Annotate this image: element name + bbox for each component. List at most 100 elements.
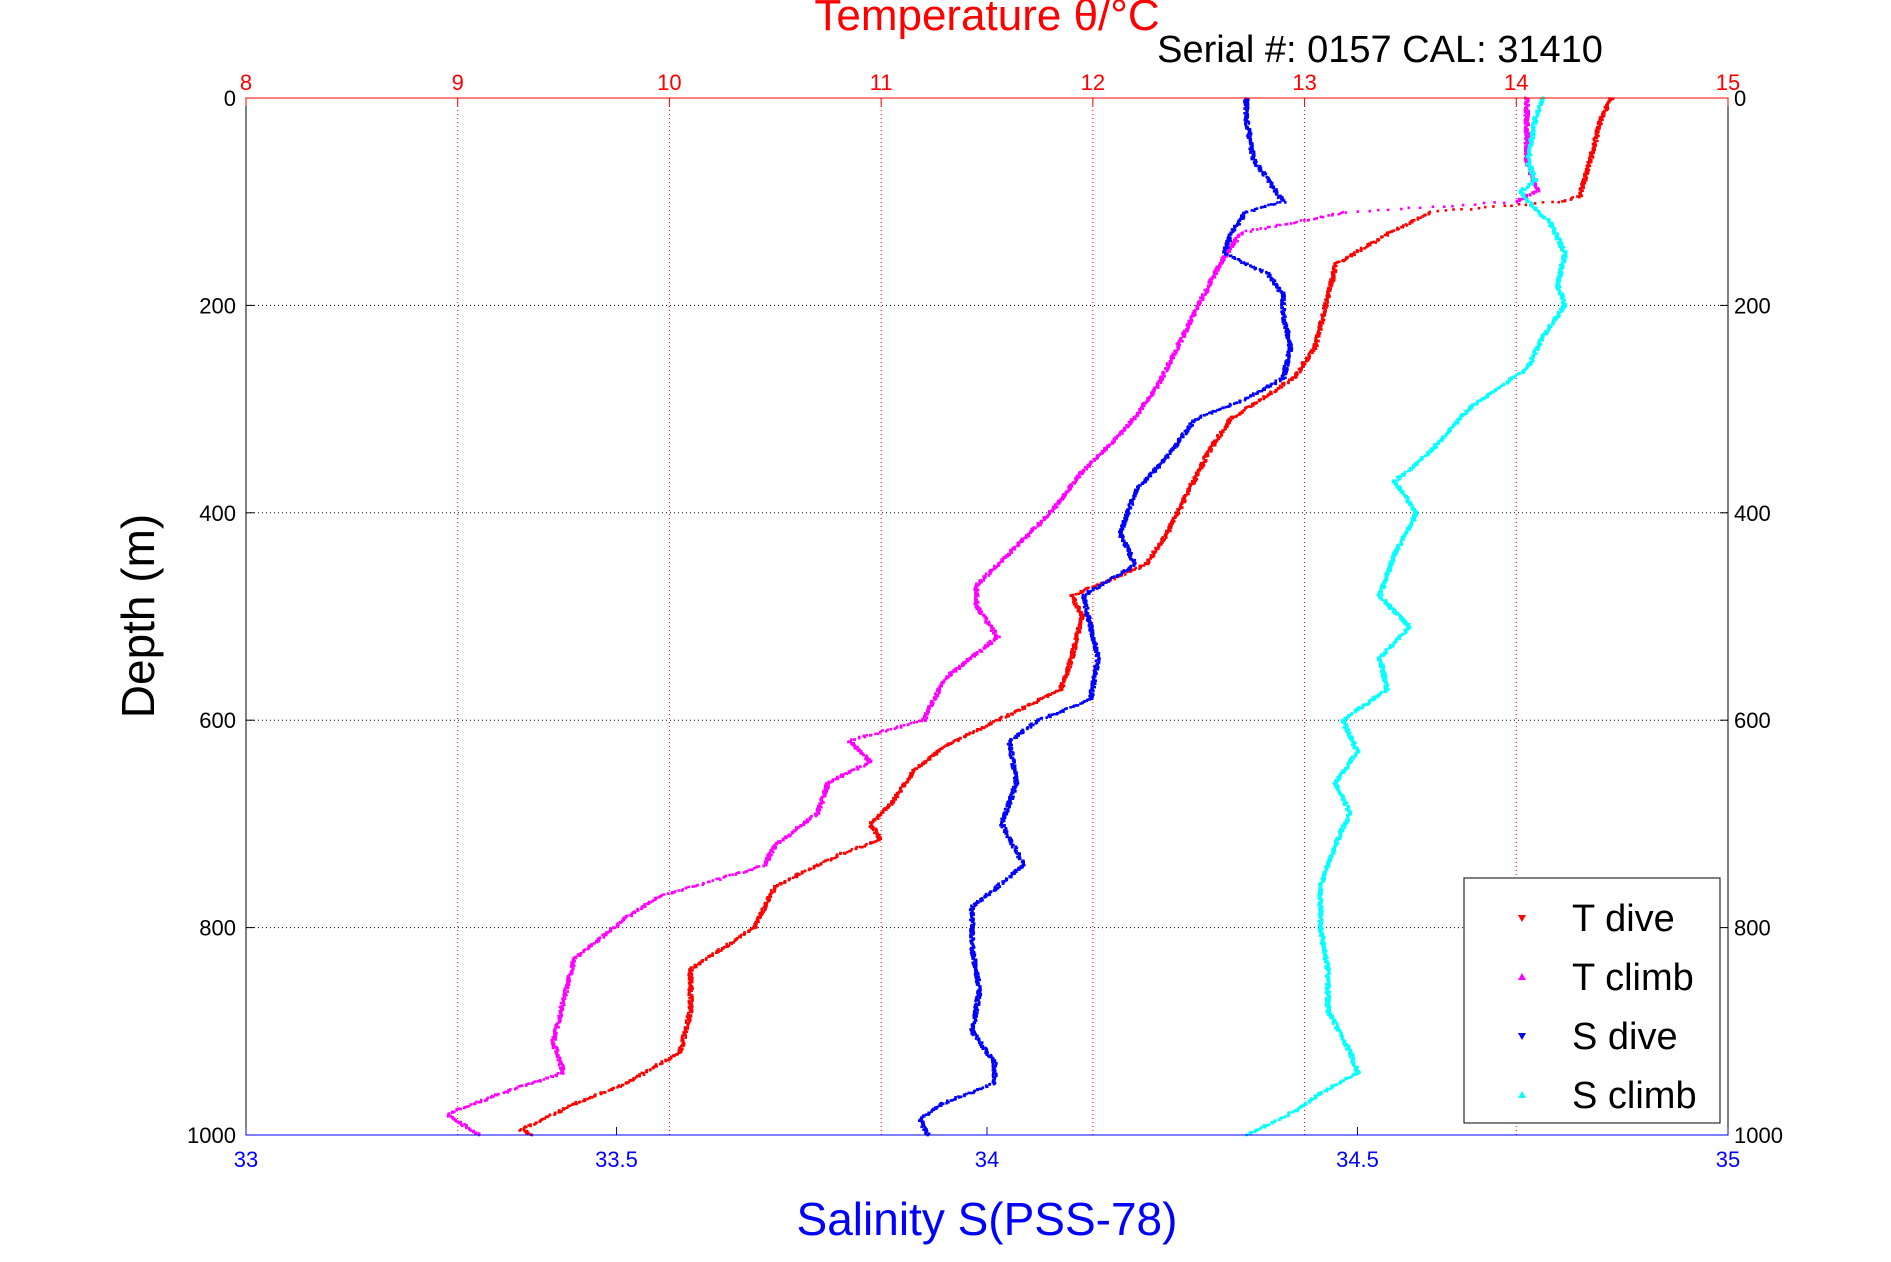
data-point: [990, 624, 994, 628]
data-point: [1005, 878, 1008, 882]
data-point: [985, 1085, 988, 1089]
data-point: [1192, 420, 1196, 424]
data-point: [1122, 426, 1126, 430]
data-point: [685, 1030, 689, 1033]
data-point: [719, 878, 722, 881]
data-point: [454, 1119, 457, 1123]
data-point: [1091, 695, 1094, 698]
data-point: [726, 945, 729, 948]
data-point: [641, 1071, 645, 1075]
data-point: [1003, 824, 1006, 828]
data-point: [507, 1088, 510, 1092]
data-point: [1531, 180, 1535, 183]
data-point: [1193, 419, 1197, 422]
data-point: [1094, 675, 1097, 678]
data-point: [858, 845, 862, 849]
data-point: [1311, 351, 1314, 355]
data-point: [1350, 254, 1354, 258]
data-point: [1246, 134, 1249, 137]
data-point: [1331, 281, 1334, 284]
data-point: [1282, 367, 1285, 371]
data-point: [486, 1096, 490, 1100]
data-point: [689, 1007, 693, 1010]
data-point: [1222, 250, 1225, 254]
data-point: [1351, 252, 1355, 256]
data-point: [1205, 413, 1209, 416]
data-point: [1016, 855, 1019, 859]
data-point: [988, 571, 992, 575]
data-point: [765, 905, 768, 908]
data-point: [1049, 715, 1052, 719]
data-point: [1243, 103, 1247, 107]
data-point: [728, 873, 731, 877]
data-point: [1226, 253, 1229, 256]
data-point: [587, 947, 590, 951]
data-point: [1091, 585, 1094, 589]
data-point: [895, 794, 898, 797]
data-point: [1051, 692, 1054, 695]
data-point: [1305, 357, 1309, 361]
data-point: [1093, 685, 1096, 689]
data-point: [1187, 320, 1191, 324]
data-point: [890, 800, 893, 803]
data-point: [808, 818, 812, 821]
data-point: [1242, 217, 1245, 220]
data-point: [1309, 350, 1312, 354]
data-point: [455, 1108, 458, 1112]
data-point: [1119, 535, 1123, 538]
data-point: [1520, 197, 1523, 201]
data-point: [1121, 539, 1124, 543]
data-point: [1385, 232, 1389, 235]
data-point: [755, 866, 758, 869]
data-point: [1232, 402, 1236, 406]
data-point: [899, 726, 903, 729]
data-point: [871, 828, 875, 832]
data-point: [1074, 647, 1077, 650]
data-point: [1157, 545, 1161, 549]
data-point: [1024, 536, 1028, 540]
data-point: [1535, 188, 1539, 191]
data-point: [828, 781, 832, 784]
data-point: [1008, 553, 1011, 557]
data-point: [647, 900, 651, 904]
data-point: [1280, 386, 1284, 389]
data-point: [681, 1034, 684, 1038]
data-point: [527, 1131, 530, 1135]
data-point: [940, 684, 943, 688]
data-point: [918, 719, 922, 723]
data-point: [690, 1010, 694, 1014]
data-point: [855, 845, 858, 849]
data-point: [1280, 306, 1283, 310]
data-point: [970, 925, 973, 928]
data-point: [609, 1088, 613, 1092]
data-point: [1019, 866, 1023, 870]
data-point: [527, 1082, 530, 1085]
data-point: [1015, 776, 1019, 779]
data-point: [1419, 216, 1422, 219]
data-point: [927, 710, 930, 713]
data-point: [1003, 808, 1007, 811]
data-point: [972, 907, 975, 910]
data-point: [1198, 469, 1202, 472]
data-point: [1161, 373, 1165, 377]
data-point: [1020, 860, 1024, 864]
data-point: [1541, 100, 1545, 104]
data-point: [1537, 209, 1540, 213]
data-point: [1042, 518, 1046, 521]
data-point: [1272, 282, 1275, 286]
data-point: [571, 963, 574, 966]
data-point: [1526, 98, 1529, 102]
data-point: [974, 976, 978, 980]
data-point: [969, 951, 973, 954]
data-point: [976, 605, 979, 609]
data-point: [1125, 424, 1128, 427]
data-point: [1093, 666, 1097, 669]
data-point: [979, 728, 983, 731]
data-point: [1529, 193, 1532, 197]
data-point: [1116, 434, 1119, 437]
data-point: [822, 792, 825, 795]
data-point: [1213, 439, 1216, 443]
data-point: [1091, 685, 1094, 689]
data-point: [562, 1067, 566, 1071]
data-point: [1538, 103, 1542, 107]
